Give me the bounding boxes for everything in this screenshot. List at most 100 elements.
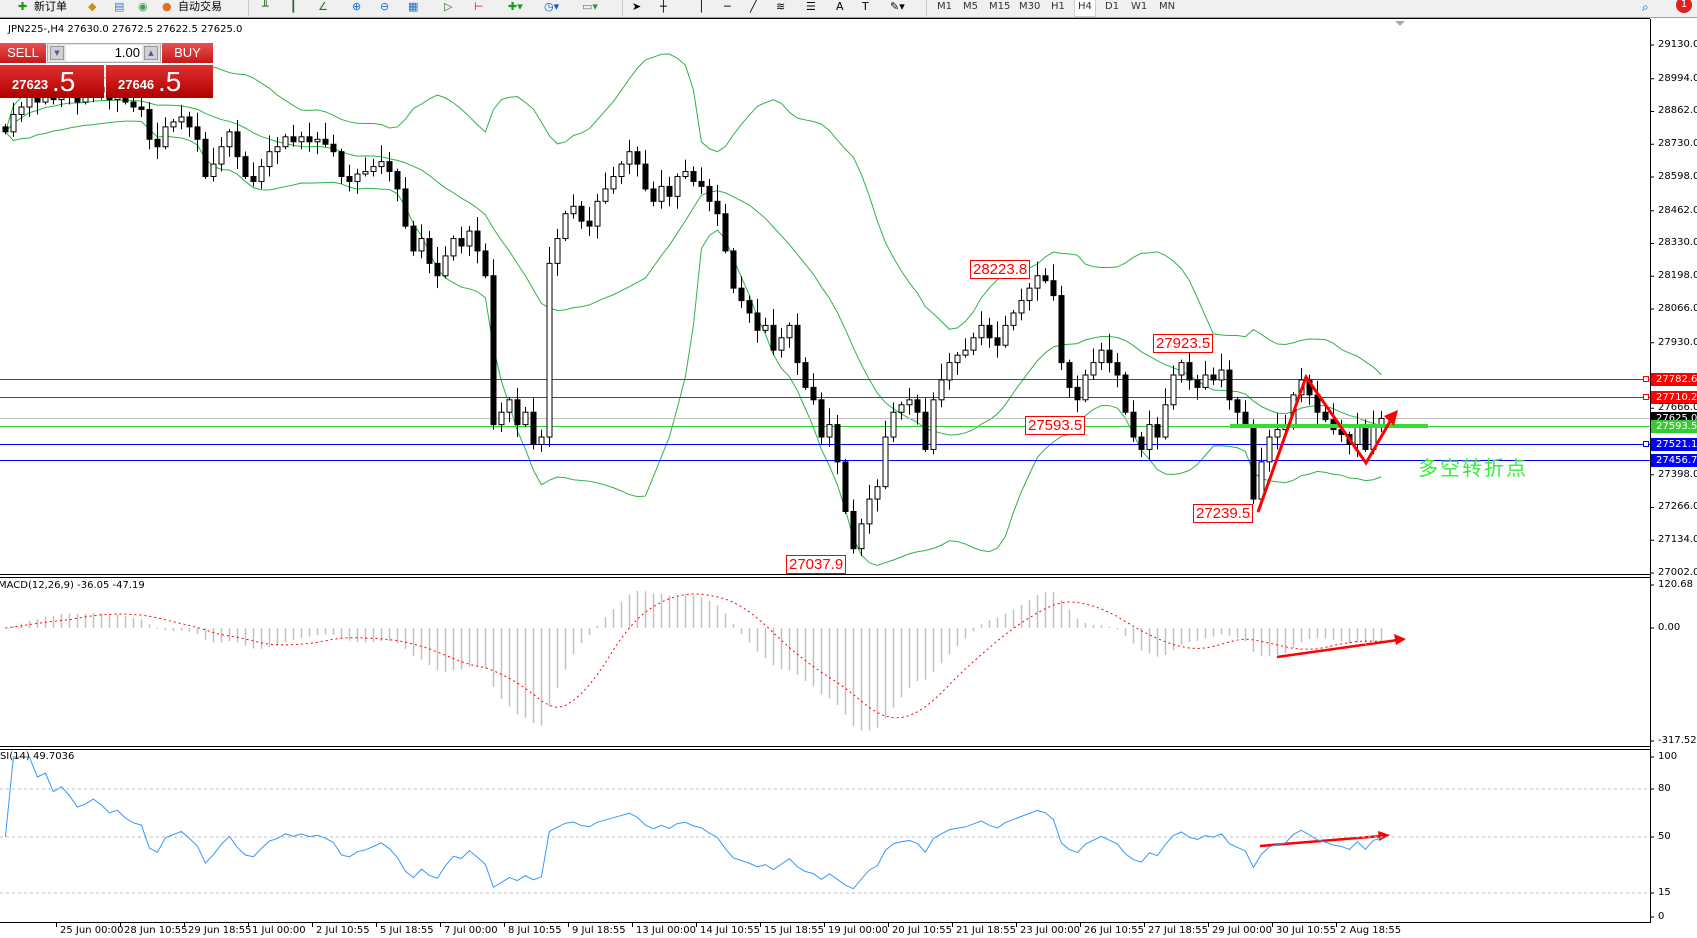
trendline-icon[interactable]: ╱ — [750, 0, 757, 13]
price-tick-label: 27266.0 — [1658, 501, 1697, 513]
search-icon[interactable]: ⌕ — [1642, 0, 1649, 14]
candle-body-bull — [826, 424, 833, 438]
candle — [746, 295, 753, 323]
signals-icon[interactable]: ◉ — [138, 0, 148, 13]
line-chart-icon[interactable]: ∠ — [318, 0, 328, 13]
time-label: 28 Jun 10:55 — [124, 925, 188, 936]
buy-price-button[interactable]: 27646 .5 — [106, 65, 213, 98]
tile-windows-icon[interactable]: ▦ — [408, 0, 419, 13]
price-tick-label: 27134.0 — [1658, 534, 1697, 546]
new-order-button[interactable]: 新订单 — [34, 0, 67, 13]
crosshair-icon[interactable]: ┼ — [660, 0, 667, 13]
candle-body-bull — [786, 324, 793, 339]
fibo-fan-icon[interactable]: ☰ — [806, 0, 816, 13]
buy-button[interactable]: BUY — [162, 43, 213, 63]
candle-body-bull — [162, 126, 169, 148]
new-order-icon[interactable]: ✚ — [18, 0, 28, 13]
sell-button[interactable]: SELL — [0, 43, 46, 63]
price-annotation-28223.8: 28223.8 — [970, 260, 1031, 279]
price-tick-label: 29130.0 — [1658, 39, 1697, 50]
price-annotation-27037.9: 27037.9 — [786, 555, 847, 574]
candle — [714, 184, 721, 227]
time-label: 23 Jul 00:00 — [1020, 925, 1080, 936]
candle-body-bear — [842, 461, 849, 512]
candle-body-bull — [26, 96, 33, 108]
horizontal-line-icon[interactable]: ─ — [724, 0, 731, 13]
line-handle — [1643, 376, 1649, 382]
candle-body-bull — [626, 151, 633, 165]
candle-body-bear — [402, 188, 409, 227]
vertical-line-icon[interactable]: │ — [698, 0, 705, 13]
time-label: 20 Jul 10:55 — [892, 925, 952, 936]
time-label: 29 Jul 00:00 — [1212, 925, 1272, 936]
candle-body-bear — [138, 106, 145, 111]
lot-increase-button[interactable]: ▲ — [144, 46, 158, 60]
bar-chart-icon[interactable]: ╨ — [262, 0, 269, 13]
market-watch-icon[interactable]: ▤ — [114, 0, 125, 13]
auto-trading-icon[interactable]: ● — [162, 0, 172, 13]
candle — [354, 168, 361, 194]
timeframe-m1[interactable]: M1 — [937, 1, 952, 12]
timeframe-m30[interactable]: M30 — [1019, 1, 1041, 12]
zoom-in-icon[interactable]: ⊕ — [352, 0, 362, 13]
price-tag-27521.1: 27521.1 — [1651, 438, 1697, 451]
timeframe-h1[interactable]: H1 — [1051, 1, 1065, 12]
macd-divergence-arrow — [1276, 638, 1399, 659]
line-handle — [1643, 441, 1649, 447]
candle — [450, 235, 457, 261]
candle — [770, 309, 777, 356]
candlestick-icon[interactable]: ┃ — [290, 0, 297, 13]
periods-icon[interactable]: ◷▾ — [544, 0, 560, 13]
candle-body-bear — [1066, 362, 1073, 388]
indicators-icon[interactable]: ✚▾ — [508, 0, 523, 13]
candle-body-bull — [282, 136, 289, 148]
candle-body-bull — [1082, 374, 1089, 401]
auto-trading-button[interactable]: 自动交易 — [178, 0, 222, 13]
timeframe-m15[interactable]: M15 — [989, 1, 1011, 12]
candle-body-bear — [234, 131, 241, 158]
candle — [18, 101, 25, 122]
candle — [818, 392, 825, 445]
sell-price-button[interactable]: 27623 .5 — [0, 65, 104, 98]
candle-body-bear — [706, 185, 713, 202]
lot-size-input[interactable]: 1.00 — [66, 45, 142, 61]
cursor-icon[interactable]: ➤ — [632, 0, 642, 13]
lot-size-stepper[interactable]: ▼ 1.00 ▲ — [47, 43, 161, 63]
notification-badge[interactable]: 1 — [1676, 0, 1692, 13]
fibonacci-icon[interactable]: ≋ — [776, 0, 786, 13]
time-label: 1 Jul 00:00 — [252, 925, 306, 936]
candle-body-bull — [1090, 362, 1097, 376]
candle-body-bear — [426, 238, 433, 264]
arrows-icon[interactable]: ✎▾ — [890, 0, 905, 13]
timeframe-h4[interactable]: H4 — [1074, 0, 1096, 17]
auto-scroll-icon[interactable]: ▷ — [444, 0, 453, 13]
candle-body-bull — [450, 238, 457, 257]
candle — [178, 105, 185, 130]
candle — [322, 122, 329, 147]
templates-icon[interactable]: ▭▾ — [582, 0, 598, 13]
time-label: 25 Jun 00:00 — [60, 925, 124, 936]
navigator-icon[interactable]: ◆ — [88, 0, 97, 13]
lot-decrease-button[interactable]: ▼ — [50, 46, 64, 60]
candle — [434, 246, 441, 289]
candle-body-bull — [314, 138, 321, 143]
text-label-icon[interactable]: T — [862, 0, 869, 13]
candle-body-bear — [242, 156, 249, 178]
text-icon[interactable]: A — [836, 0, 844, 13]
zoom-out-icon[interactable]: ⊖ — [380, 0, 390, 13]
candle-body-bear — [794, 324, 801, 364]
candle — [466, 225, 473, 256]
candle — [1162, 388, 1169, 440]
candle-body-bull — [610, 176, 617, 190]
timeframe-m5[interactable]: M5 — [963, 1, 978, 12]
chart-shift-icon[interactable]: ⊢ — [474, 0, 484, 13]
buy-price-fraction: .5 — [158, 66, 182, 97]
candle-body-bull — [1266, 436, 1273, 463]
zigzag-arrow — [1256, 373, 1394, 513]
timeframe-d1[interactable]: D1 — [1105, 1, 1120, 12]
timeframe-mn[interactable]: MN — [1159, 1, 1176, 12]
timeframe-w1[interactable]: W1 — [1131, 1, 1148, 12]
price-tick-label: 28994.0 — [1658, 72, 1697, 84]
candle-body-bull — [522, 411, 529, 426]
